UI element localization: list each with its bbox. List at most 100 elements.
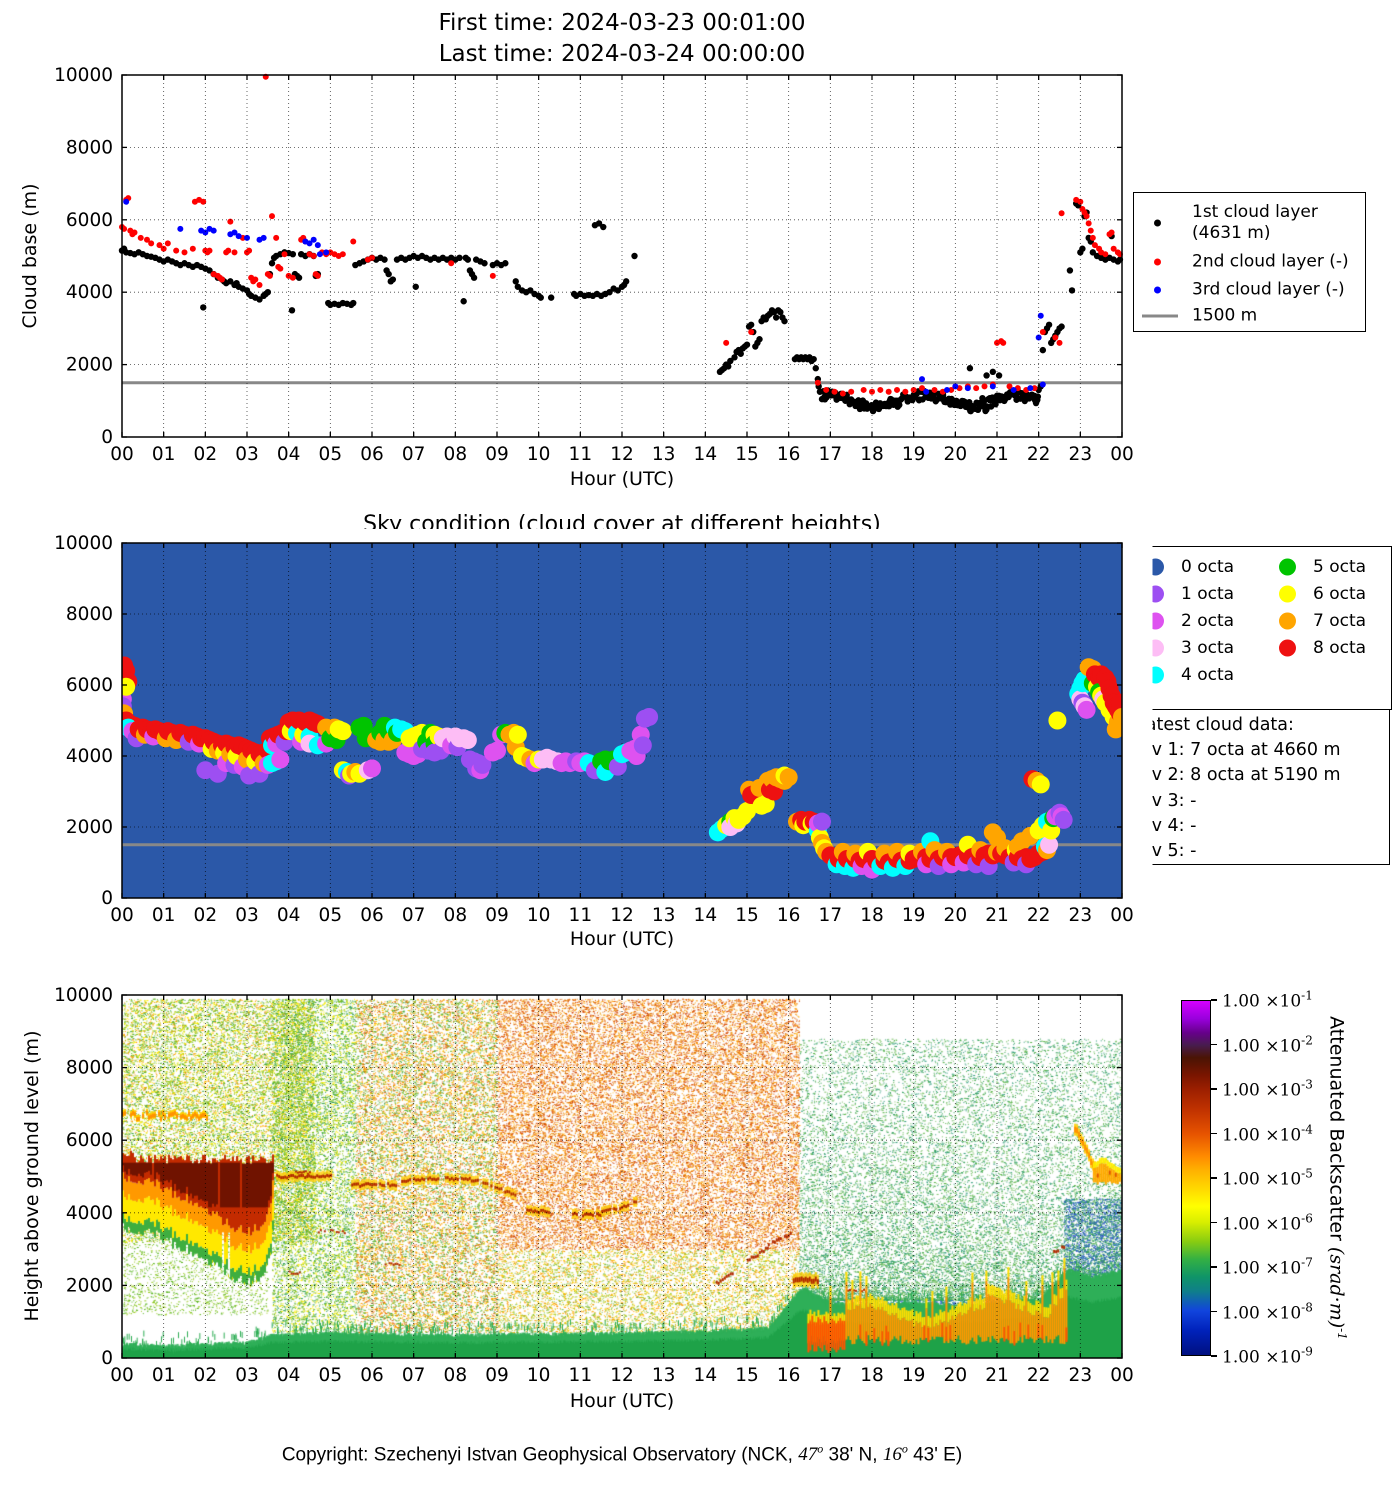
octa-8-point [1092, 665, 1111, 684]
cloud-layer-1-point [910, 391, 918, 398]
octa-5-point [721, 812, 740, 831]
cloud-layer-1-point [716, 368, 724, 376]
panel1-xtick-label: 11 [569, 444, 593, 465]
cloud-layer-1-point [1001, 395, 1009, 403]
cloud-layer-1-point [164, 256, 172, 263]
cloud-layer-2-point [1110, 245, 1117, 252]
octa-8-point [938, 849, 956, 868]
cloud-layer-2-point [1098, 249, 1105, 256]
cloud-layer-1-point [289, 250, 297, 258]
cloud-layer-1-point [1008, 390, 1015, 398]
panel3-xtick-label: 00 [110, 1365, 134, 1386]
octa-8-point [821, 846, 840, 865]
octa-3-point [1094, 690, 1113, 709]
cloud-layer-1-point [775, 307, 782, 314]
cloud-layer-1-point [859, 397, 867, 404]
cloud-layer-1-point [618, 283, 626, 290]
octa-2-dot-icon [1147, 612, 1164, 629]
octa-2-point [629, 738, 648, 757]
cloud-layer-1-point [750, 328, 757, 336]
cloud-layer-2-point [839, 390, 846, 397]
cloud-layer-2-point [314, 272, 321, 279]
cloud-layer-1-point [942, 398, 950, 406]
cloud-layer-1-point [938, 395, 946, 402]
octa-7-point [1008, 837, 1027, 856]
cloud-layer-1-point [971, 405, 979, 413]
octa-8-point [946, 848, 965, 867]
cloud-layer-2-point [1108, 229, 1115, 236]
octa-2-point [267, 734, 286, 753]
cloud-layer-1-point [992, 401, 999, 408]
octa-7-point [938, 842, 956, 861]
cloud-layer-1-point [880, 401, 887, 409]
cloud-layer-1-point [1050, 336, 1057, 343]
cloud-layer-1-point [312, 272, 319, 280]
cloud-layer-1-point [231, 281, 238, 289]
octa-7-point [321, 720, 340, 739]
octa-8-point [254, 743, 273, 762]
cloud-layer-2-point [275, 263, 282, 270]
colorbar-tick [1211, 999, 1217, 1001]
octa-7-point [346, 762, 365, 781]
octa-5-point [596, 750, 615, 769]
panel1-frame [121, 74, 1123, 438]
cloud-layer-2-point [989, 381, 996, 388]
panel2-xtick-label: 21 [985, 905, 1009, 926]
octa-8-point [217, 734, 236, 753]
cloud-layer-1-point [343, 300, 351, 307]
backscatter-heatmap [122, 995, 1122, 1358]
cloud-layer-1-point [1014, 387, 1021, 394]
cloud-layer-1-point [878, 402, 886, 409]
panel2-xtick-label: 02 [194, 905, 218, 926]
octa-8-point [304, 713, 323, 732]
cloud-layer-1-point [915, 388, 922, 395]
cloud-layer-1-point [222, 279, 230, 287]
octa-5-point [327, 731, 346, 750]
octa-8-point [992, 844, 1011, 863]
octa-2-point [1052, 807, 1071, 826]
octa-8-point [179, 727, 198, 746]
cloud-layer-2-point [350, 238, 357, 245]
panel3-xtick-label: 03 [235, 1365, 259, 1386]
octa-4-point [708, 823, 727, 842]
cloud-layer-1-point [547, 294, 555, 301]
cloud-layer-1-point [277, 250, 284, 258]
octa-4-point [300, 727, 319, 746]
octa-8-point [917, 848, 936, 867]
octa-8-point [269, 725, 288, 744]
cloud-layer-1-point [839, 393, 846, 400]
octa-8-point [142, 722, 161, 741]
cloud-layer-1-point [770, 308, 778, 316]
octa-4-point [1071, 679, 1090, 698]
legend-row-1: 1st cloud layer (4631 m) [1134, 201, 1365, 245]
cloud-layer-1-point [983, 403, 990, 410]
octa-4-point [871, 857, 890, 876]
cloud-layer-1-point [935, 390, 942, 397]
cloud-layer-2-point [148, 240, 155, 247]
cloud-layer-2-point [189, 245, 196, 252]
cloud-layer-1-point [829, 390, 836, 398]
octa-1-point [473, 755, 492, 774]
cloud-layer-1-point [980, 398, 988, 405]
cloud-layer-1-point [610, 285, 617, 292]
cloud-layer-1-point [339, 299, 347, 307]
panel2-ylabel: Height above ground level (m) [21, 574, 43, 866]
octa-1-point [340, 766, 359, 785]
cloud-layer-3-point [231, 229, 238, 236]
cloud-layer-3-point [244, 234, 250, 241]
cloud-layer-1-point [1034, 393, 1042, 400]
octa-2-point [1077, 700, 1096, 719]
octa-2-point [400, 745, 419, 764]
legend-row-2: 2nd cloud layer (-) [1134, 249, 1365, 275]
cloud-layer-2-point [123, 196, 130, 203]
octa-7-point [375, 731, 394, 750]
cloud-layer-2-point [323, 251, 330, 258]
cloud-layer-1-point [481, 260, 488, 267]
cloud-layer-2-point [129, 231, 136, 238]
cloud-layer-2-point [256, 281, 263, 288]
panel3-xtick-label: 07 [402, 1365, 426, 1386]
cloud-layer-1-point [410, 252, 417, 260]
panel2-xtick-label: 04 [277, 905, 301, 926]
octa-1-point [929, 857, 948, 876]
octa-legend: 0 octa 1 octa 2 octa 3 octa 4 octa 5 octa 6 oc… [1128, 546, 1392, 710]
